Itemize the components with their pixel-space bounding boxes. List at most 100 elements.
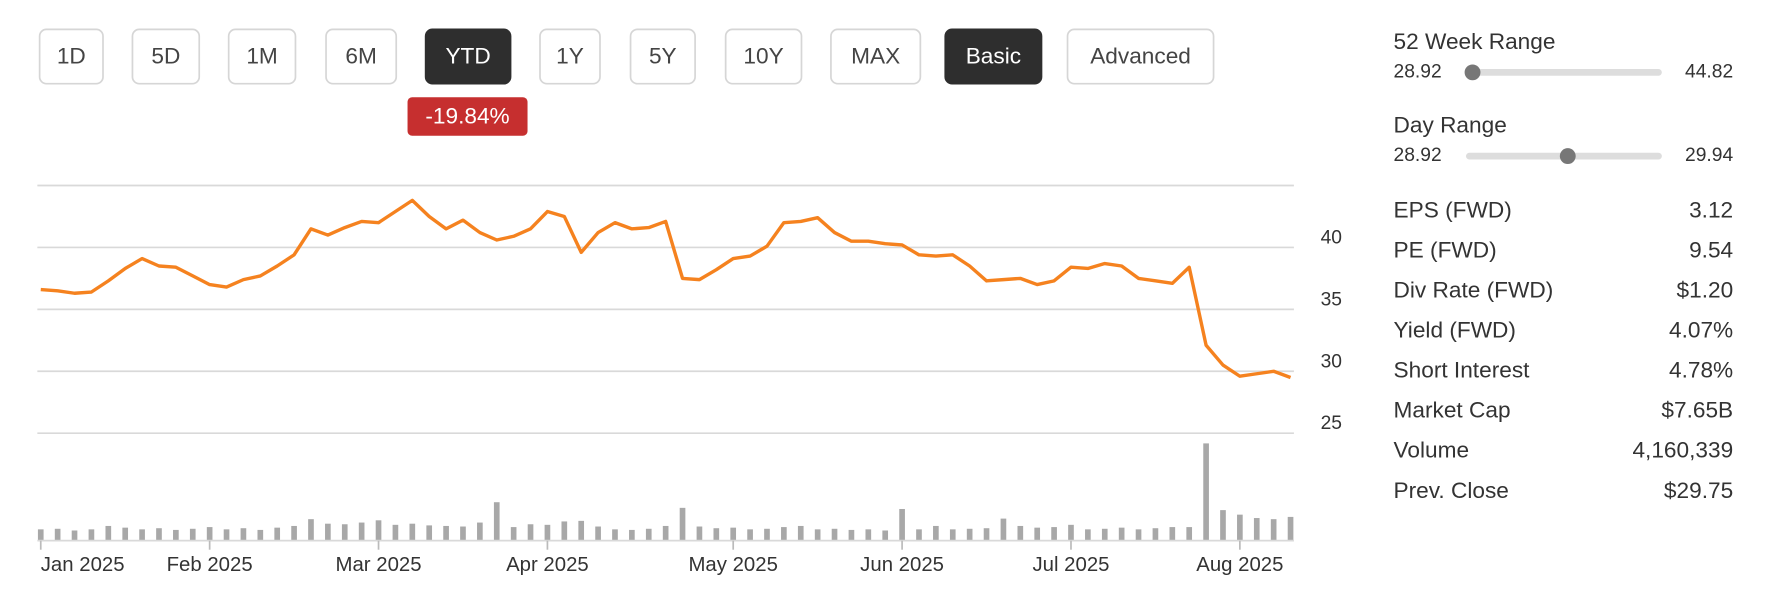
range-label: Day Range <box>1394 113 1507 138</box>
volume-bar <box>696 526 703 541</box>
stat-value: $7.65B <box>1661 398 1733 423</box>
volume-bar <box>358 522 365 541</box>
stat-label: Yield (FWD) <box>1394 318 1516 343</box>
volume-bar <box>71 530 78 541</box>
volume-bar <box>325 523 331 541</box>
button-label[interactable]: 10Y <box>743 44 783 69</box>
volume-bar <box>156 528 162 541</box>
range-button[interactable] <box>38 28 104 85</box>
volume-bar <box>831 528 838 541</box>
volume-bar <box>88 529 95 541</box>
volume-bar <box>916 529 922 541</box>
volume-bar <box>747 529 753 541</box>
button-label[interactable]: 5Y <box>649 44 677 69</box>
volume-bar <box>1237 514 1243 541</box>
volume-bar <box>206 527 213 541</box>
range-button[interactable] <box>539 28 601 85</box>
button-label[interactable]: MAX <box>851 44 900 69</box>
volume-bar <box>477 522 483 541</box>
volume-bar <box>341 524 348 541</box>
volume-bar <box>54 528 61 541</box>
volume-bar <box>1220 510 1226 541</box>
button-label[interactable]: 5D <box>151 44 180 69</box>
range-dot <box>1559 148 1576 165</box>
button-label[interactable]: YTD <box>445 44 490 69</box>
range-button[interactable] <box>830 28 922 85</box>
range-button[interactable] <box>325 28 398 85</box>
volume-bar <box>443 525 449 541</box>
stat-label: EPS (FWD) <box>1394 198 1512 223</box>
button-label[interactable]: Advanced <box>1090 44 1191 69</box>
volume-bar <box>37 529 44 541</box>
volume-bar <box>1169 527 1176 541</box>
volume-bar <box>662 525 669 541</box>
range-low: 28.92 <box>1394 145 1442 166</box>
range-high: 29.94 <box>1685 145 1733 166</box>
volume-bar <box>544 524 551 541</box>
volume-bar <box>527 524 534 541</box>
volume-bar <box>899 508 905 541</box>
volume-bar <box>510 527 517 541</box>
volume-bar <box>392 524 399 541</box>
x-tick-label: Jul 2025 <box>1032 554 1109 576</box>
volume-bar <box>1135 529 1142 541</box>
volume-bar <box>173 529 179 541</box>
range-button[interactable] <box>944 28 1043 85</box>
stat-value: 4.78% <box>1669 358 1733 383</box>
volume-bar <box>848 529 855 541</box>
range-button[interactable] <box>1066 28 1215 85</box>
volume-bar <box>949 529 956 541</box>
volume-bar <box>105 525 112 541</box>
volume-bar <box>797 525 804 541</box>
x-tick-label: May 2025 <box>688 554 777 576</box>
volume-bar <box>814 529 821 541</box>
stat-label: PE (FWD) <box>1394 238 1497 263</box>
volume-bar <box>1186 527 1193 541</box>
volume-bar <box>409 523 416 541</box>
volume-bar <box>122 527 129 541</box>
x-tick-label: Jun 2025 <box>860 554 944 576</box>
volume-bar <box>781 527 787 541</box>
button-label[interactable]: 1M <box>246 44 277 69</box>
volume-bar <box>1203 443 1209 541</box>
volume-bar <box>730 527 737 541</box>
stat-label: Volume <box>1394 438 1470 463</box>
stat-value: 4,160,339 <box>1632 438 1733 463</box>
volume-bar <box>629 529 635 541</box>
volume-bar <box>882 530 889 541</box>
range-button[interactable] <box>724 28 803 85</box>
range-dot <box>1464 64 1481 81</box>
volume-bar <box>595 526 601 541</box>
volume-bar <box>933 525 939 541</box>
stat-value: 3.12 <box>1689 198 1733 223</box>
button-label[interactable]: 1D <box>57 44 86 69</box>
range-button[interactable] <box>227 28 297 85</box>
volume-bar <box>139 529 145 541</box>
volume-bar <box>1287 516 1294 541</box>
button-label[interactable]: 6M <box>345 44 376 69</box>
change-badge: -19.84% <box>425 104 509 129</box>
button-label[interactable]: 1Y <box>556 44 584 69</box>
range-button[interactable] <box>424 28 512 85</box>
y-tick-label: 35 <box>1321 289 1342 310</box>
button-label[interactable]: Basic <box>966 44 1021 69</box>
volume-bar <box>274 527 281 541</box>
x-tick-label: Mar 2025 <box>336 554 422 576</box>
volume-bar <box>865 529 872 541</box>
stat-label: Div Rate (FWD) <box>1394 278 1554 303</box>
volume-bar <box>240 528 247 541</box>
range-button[interactable] <box>131 28 201 85</box>
volume-bar <box>679 507 686 541</box>
volume-bar <box>1000 518 1007 541</box>
volume-bar <box>966 528 973 541</box>
x-tick-label: Feb 2025 <box>167 554 253 576</box>
range-low: 28.92 <box>1394 61 1442 82</box>
range-button[interactable] <box>629 28 696 85</box>
volume-bar <box>1152 528 1159 541</box>
volume-bar <box>1017 525 1024 541</box>
stat-value: $29.75 <box>1664 478 1733 503</box>
volume-bar <box>257 529 264 541</box>
volume-bar <box>460 526 466 541</box>
stat-label: Short Interest <box>1394 358 1531 383</box>
